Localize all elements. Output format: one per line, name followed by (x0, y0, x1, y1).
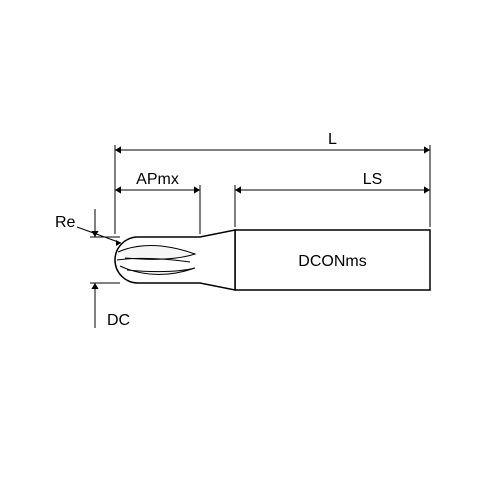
label-shank-diameter: DCONms (298, 253, 366, 270)
label-depth-of-cut: APmx (136, 171, 179, 188)
label-cutting-diameter: DC (107, 312, 130, 329)
label-corner-radius: Re (55, 214, 76, 231)
leader-corner-radius (77, 227, 121, 243)
label-shank-length: LS (363, 171, 383, 188)
label-overall-length: L (328, 131, 337, 148)
